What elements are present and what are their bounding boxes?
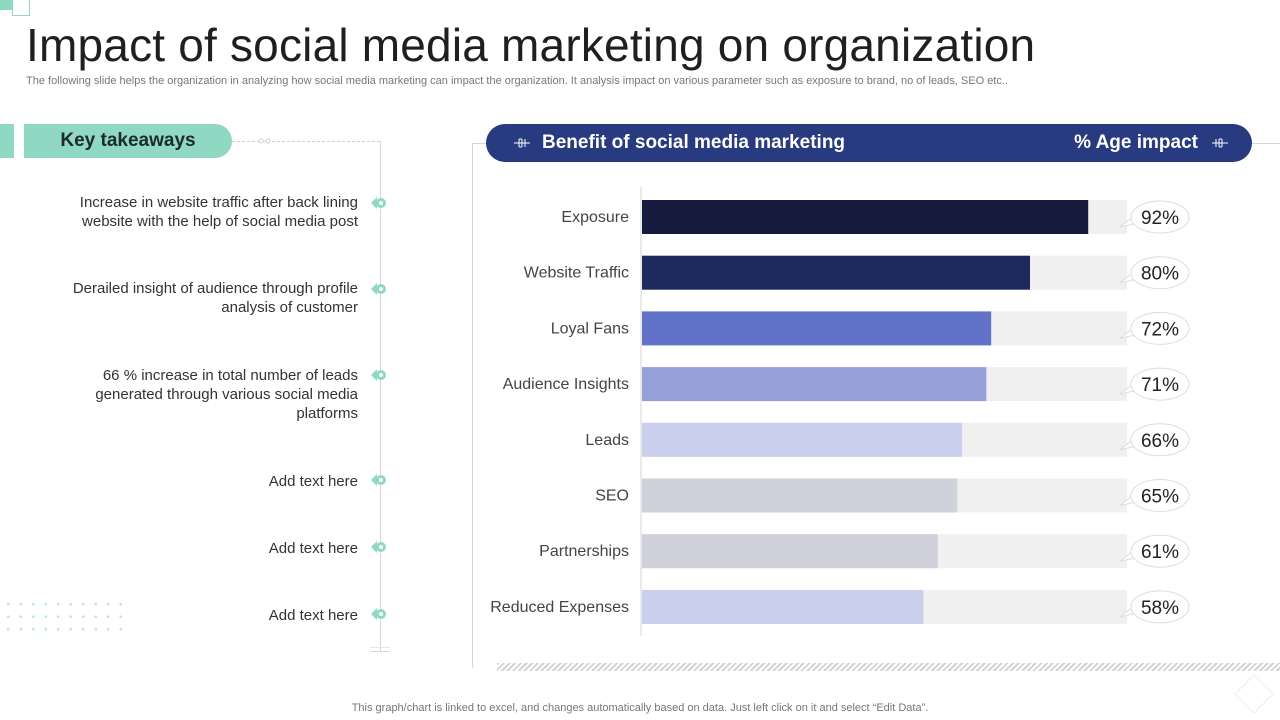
connector-dots-icon bbox=[258, 138, 271, 144]
takeaway-marker-icon bbox=[371, 541, 386, 553]
value-label: 71% bbox=[1141, 375, 1179, 396]
takeaway-item: Add text here bbox=[268, 540, 358, 557]
footnote: This graph/chart is linked to excel, and… bbox=[351, 702, 929, 714]
bar bbox=[642, 534, 938, 569]
takeaways-heading: Key takeaways bbox=[24, 124, 232, 158]
category-label: SEO bbox=[595, 488, 629, 505]
chart-bottom-stripe bbox=[497, 663, 1280, 671]
takeaway-marker-icon bbox=[371, 608, 386, 620]
value-callout bbox=[1130, 423, 1190, 457]
bar bbox=[642, 478, 958, 513]
takeaway-marker-icon bbox=[371, 197, 386, 209]
takeaway-item: Add text here bbox=[268, 473, 358, 490]
category-label: Leads bbox=[585, 432, 629, 449]
value-callout bbox=[1130, 256, 1190, 290]
category-label: Exposure bbox=[561, 209, 629, 226]
takeaway-item: Derailed insight of audience through pro… bbox=[72, 280, 358, 316]
bar bbox=[642, 311, 992, 346]
timeline-end bbox=[370, 647, 390, 648]
takeaway-item: 66 % increase in total number of leads g… bbox=[95, 367, 358, 422]
chart-header-value-label: % Age impact bbox=[1074, 132, 1198, 153]
value-label: 80% bbox=[1141, 264, 1179, 285]
takeaways-tab-accent bbox=[0, 124, 14, 158]
corner-accent-outline bbox=[12, 0, 30, 16]
value-label: 72% bbox=[1141, 319, 1179, 340]
timeline-end bbox=[370, 651, 390, 652]
slider-icon bbox=[514, 138, 530, 148]
takeaways-heading-label: Key takeaways bbox=[60, 130, 196, 151]
takeaway-item: Add text here bbox=[268, 607, 358, 624]
chart-header-title: Benefit of social media marketing bbox=[542, 132, 846, 153]
bar bbox=[642, 589, 924, 624]
value-label: 58% bbox=[1141, 598, 1179, 619]
takeaway-marker-icon bbox=[371, 369, 386, 381]
takeaway-item: Increase in website traffic after back l… bbox=[79, 194, 358, 230]
decorative-dot-grid bbox=[2, 598, 132, 638]
value-label: 66% bbox=[1141, 431, 1179, 452]
bar bbox=[642, 255, 1030, 290]
value-label: 61% bbox=[1141, 542, 1179, 563]
value-callout bbox=[1130, 479, 1190, 512]
value-callout bbox=[1130, 590, 1190, 624]
bar bbox=[642, 367, 987, 402]
takeaways-connector bbox=[232, 141, 380, 142]
bar bbox=[642, 200, 1089, 234]
value-callout bbox=[1130, 534, 1190, 568]
category-label: Reduced Expenses bbox=[490, 599, 629, 616]
page-title: Impact of social media marketing on orga… bbox=[26, 19, 1036, 71]
takeaways-timeline bbox=[380, 141, 381, 651]
bar bbox=[642, 422, 963, 457]
category-label: Partnerships bbox=[539, 543, 629, 560]
category-label: Loyal Fans bbox=[551, 320, 629, 337]
takeaway-marker-icon bbox=[371, 283, 386, 295]
value-label: 92% bbox=[1141, 208, 1179, 229]
value-callout bbox=[1130, 200, 1190, 234]
corner-accent bbox=[0, 0, 14, 10]
takeaway-marker-icon bbox=[371, 474, 386, 486]
slider-icon bbox=[1212, 138, 1228, 148]
value-label: 65% bbox=[1141, 487, 1179, 508]
category-label: Audience Insights bbox=[503, 376, 629, 393]
value-callout bbox=[1130, 311, 1190, 345]
category-label: Website Traffic bbox=[524, 265, 629, 282]
page-subtitle: The following slide helps the organizati… bbox=[26, 75, 1008, 87]
chart-header: Benefit of social media marketing % Age … bbox=[486, 124, 1252, 162]
value-callout bbox=[1130, 367, 1190, 401]
